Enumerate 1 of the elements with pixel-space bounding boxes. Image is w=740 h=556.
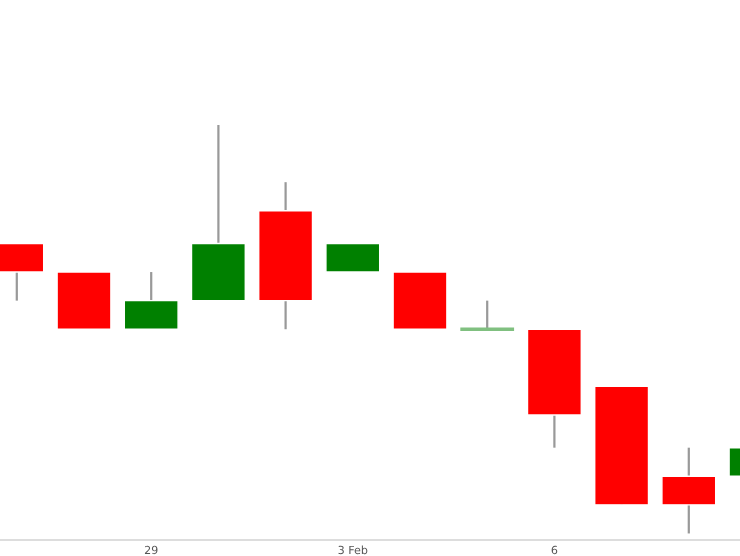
candlestick bbox=[458, 299, 516, 331]
